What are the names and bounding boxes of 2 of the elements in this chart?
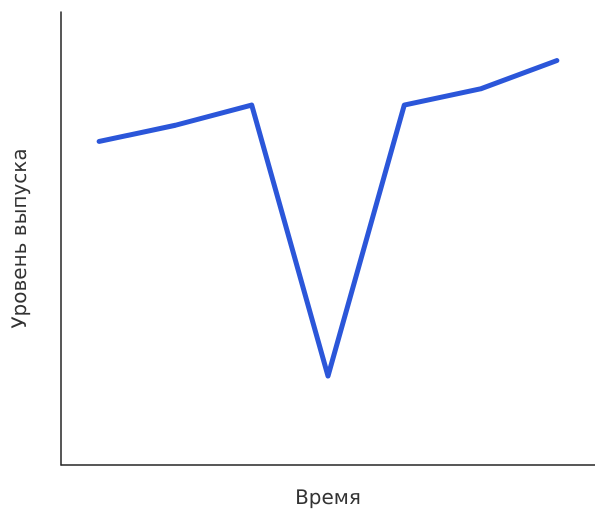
x-axis-title: Время [295, 485, 361, 509]
y-axis-title: Уровень выпуска [7, 148, 31, 329]
